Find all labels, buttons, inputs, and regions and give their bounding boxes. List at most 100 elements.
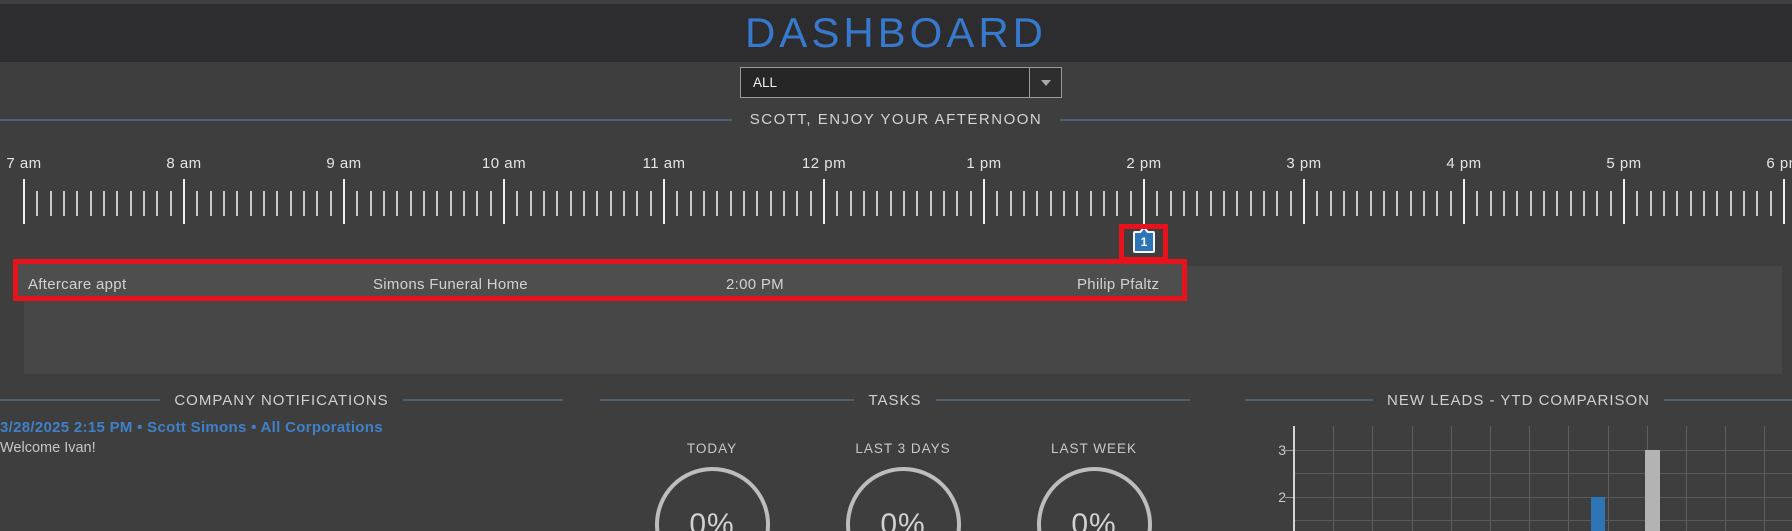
hour-label: 8 am — [166, 155, 202, 172]
minute-tick — [1596, 191, 1599, 216]
minute-tick — [1583, 191, 1585, 216]
minute-tick — [156, 191, 159, 216]
minute-tick — [316, 191, 319, 216]
minute-tick — [1316, 191, 1319, 216]
minute-tick — [876, 191, 879, 216]
minute-tick — [1236, 191, 1239, 216]
minute-tick — [1063, 191, 1065, 216]
hour-tick — [1143, 179, 1145, 224]
minute-tick — [1156, 191, 1159, 216]
minute-tick — [1169, 191, 1172, 216]
minute-tick — [1209, 191, 1212, 216]
hour-tick — [983, 179, 985, 224]
minute-tick — [969, 191, 972, 216]
minute-tick — [476, 191, 479, 216]
minute-tick — [249, 191, 252, 216]
notification-meta[interactable]: 3/28/2025 2:15 PM • Scott Simons • All C… — [0, 419, 383, 436]
divider-line — [402, 399, 564, 401]
minute-tick — [223, 191, 225, 216]
chart-gridline-horizontal — [1294, 450, 1792, 451]
minute-tick — [129, 191, 132, 216]
minute-tick — [143, 191, 145, 216]
hour-label: 6 pm — [1766, 155, 1792, 172]
gauge-value: 0% — [689, 507, 735, 531]
minute-tick — [1636, 191, 1639, 216]
minute-tick — [1663, 191, 1665, 216]
divider-line — [935, 399, 1191, 401]
hour-tick — [1783, 179, 1785, 224]
minute-tick — [263, 191, 265, 216]
minute-tick — [36, 191, 39, 216]
minute-tick — [943, 191, 945, 216]
hour-tick — [23, 179, 25, 224]
minute-tick — [676, 191, 679, 216]
minute-tick — [489, 191, 492, 216]
minute-tick — [1676, 191, 1679, 216]
hour-tick — [343, 179, 345, 224]
corporation-filter-dropdown[interactable]: ALL — [740, 67, 1062, 98]
minute-tick — [1689, 191, 1692, 216]
task-gauge-last-week: LAST WEEK 0% — [994, 441, 1194, 531]
hour-tick — [1463, 179, 1465, 224]
gauge-value: 0% — [880, 507, 926, 531]
minute-tick — [169, 191, 172, 216]
minute-tick — [783, 191, 785, 216]
hour-tick — [1623, 179, 1625, 224]
minute-tick — [1196, 191, 1199, 216]
minute-tick — [209, 191, 212, 216]
hour-tick — [663, 179, 665, 224]
minute-tick — [1503, 191, 1505, 216]
gauge-value: 0% — [1071, 507, 1117, 531]
minute-tick — [63, 191, 65, 216]
hour-label: 1 pm — [966, 155, 1002, 172]
minute-tick — [1436, 191, 1439, 216]
minute-tick — [1649, 191, 1652, 216]
minute-tick — [276, 191, 279, 216]
minute-tick — [1396, 191, 1399, 216]
dropdown-arrow-button[interactable] — [1029, 68, 1061, 97]
minute-tick — [1103, 191, 1105, 216]
gauge-circle: 0% — [654, 467, 770, 531]
minute-tick — [1489, 191, 1492, 216]
minute-tick — [1529, 191, 1532, 216]
chart-gridline-vertical — [1686, 426, 1687, 531]
minute-tick — [1356, 191, 1359, 216]
minute-tick — [1183, 191, 1185, 216]
chart-gridline-vertical — [1333, 426, 1334, 531]
minute-tick — [743, 191, 745, 216]
minute-tick — [903, 191, 905, 216]
divider-line — [1664, 399, 1792, 401]
minute-tick — [1716, 191, 1719, 216]
task-gauge-today: TODAY 0% — [612, 441, 812, 531]
minute-tick — [1116, 191, 1119, 216]
hour-label: 4 pm — [1446, 155, 1482, 172]
minute-tick — [809, 191, 812, 216]
minute-tick — [329, 191, 332, 216]
minute-tick — [916, 191, 919, 216]
minute-tick — [369, 191, 372, 216]
chart-y-axis — [1293, 426, 1295, 531]
minute-tick — [956, 191, 959, 216]
minute-tick — [1343, 191, 1345, 216]
minute-tick — [756, 191, 759, 216]
gauge-label: TODAY — [686, 441, 738, 456]
chart-gridline-vertical — [1490, 426, 1491, 531]
minute-tick — [76, 191, 79, 216]
minute-tick — [1223, 191, 1225, 216]
hour-label: 2 pm — [1126, 155, 1162, 172]
appointments-panel — [24, 266, 1782, 374]
minute-tick — [1263, 191, 1265, 216]
minute-tick — [1556, 191, 1559, 216]
minute-tick — [1089, 191, 1092, 216]
chart-ytick-label: 3 — [1278, 442, 1286, 458]
appointment-count-badge[interactable]: 1 — [1133, 231, 1155, 253]
chart-gridline-vertical — [1529, 426, 1530, 531]
chart-gridline-horizontal — [1294, 497, 1792, 498]
minute-tick — [703, 191, 705, 216]
divider-line — [1060, 118, 1792, 121]
minute-tick — [996, 191, 999, 216]
chart-gridline-vertical — [1451, 426, 1452, 531]
minute-tick — [449, 191, 452, 216]
minute-tick — [89, 191, 92, 216]
